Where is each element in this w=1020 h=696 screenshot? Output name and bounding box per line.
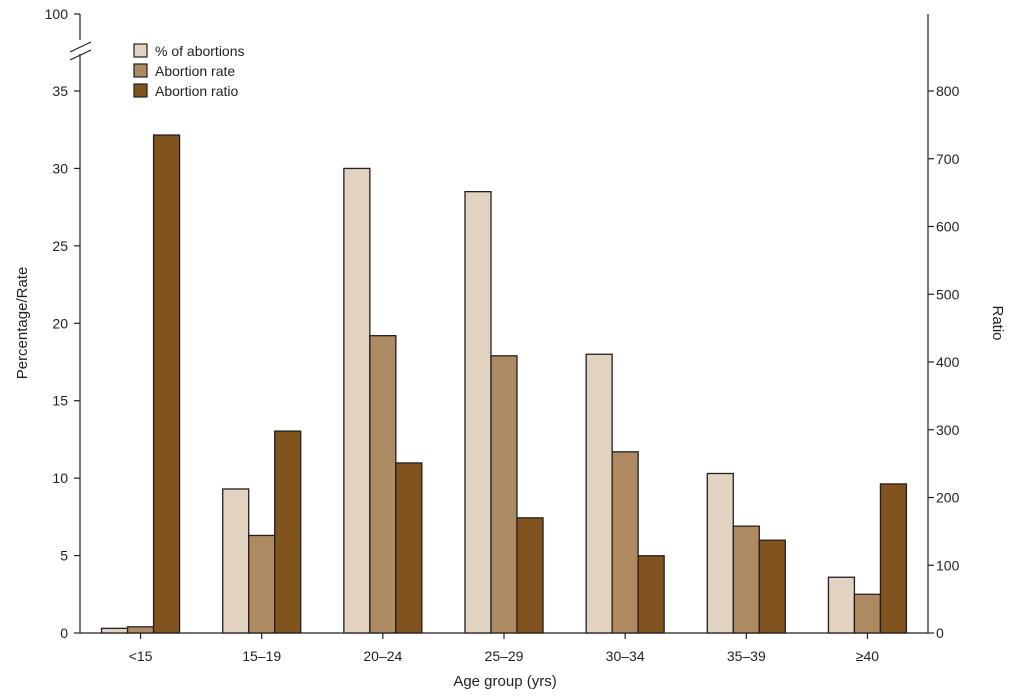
legend-label: % of abortions [155,43,245,59]
bar [152,134,181,634]
bar [516,517,544,634]
bar [732,525,760,634]
y2-tick-label: 800 [936,83,960,99]
y2-tick-label: 700 [936,151,960,167]
bar [222,488,250,634]
y-tick-label: 5 [60,548,68,564]
y2-tick-label: 600 [936,219,960,235]
y-tick-label: 30 [52,160,68,176]
bars [100,134,908,634]
bar [853,593,882,634]
bar [343,167,371,634]
bar-group [706,472,786,634]
legend-swatch [133,43,148,58]
bar [706,472,734,634]
x-tick-label: <15 [129,648,153,664]
legend-label: Abortion ratio [155,83,238,99]
y2-tick-label: 200 [936,490,960,506]
x-tick-label: 35–39 [727,648,766,664]
y2-tick-label: 300 [936,422,960,438]
bar [464,191,492,634]
bar-group [100,134,181,634]
x-axis-title: Age group (yrs) [453,673,556,690]
bar [758,539,786,634]
y2-tick-label: 100 [936,557,960,573]
y-tick-label: 20 [52,315,68,331]
bar [100,627,129,634]
bar [395,462,423,634]
y-tick-label: 35 [52,83,68,99]
bar [585,353,613,634]
y-tick-label: 10 [52,470,68,486]
bar [248,534,276,634]
axis-break-mark [69,49,92,61]
bar [879,483,908,634]
x-tick-label: 15–19 [242,648,281,664]
y2-tick-label: 0 [936,625,944,641]
bar-group [464,191,544,634]
bar [827,576,856,634]
x-tick-label: ≥40 [856,648,879,664]
bar [274,430,302,634]
y2-axis-title: Ratio [989,305,1006,340]
y-axis-title: Percentage/Rate [14,267,31,380]
axis-break-mark [69,41,92,53]
y2-tick-label: 500 [936,286,960,302]
legend-swatch [133,83,148,98]
y-tick-label: 25 [52,238,68,254]
bar [369,335,397,634]
y2-tick-label: 400 [936,354,960,370]
bar [126,626,155,634]
bar [490,355,518,634]
bar-group [827,483,908,634]
x-tick-label: 20–24 [363,648,402,664]
bar [611,451,639,634]
legend-label: Abortion rate [155,63,235,79]
y-tick-label: 15 [52,393,68,409]
bar-group [222,430,302,634]
y-break-tick-label: 100 [45,6,69,22]
legend-swatch [133,63,148,78]
bar-group [585,353,665,634]
legend: % of abortions Abortion rate Abortion rati… [133,43,245,99]
x-tick-label: 25–29 [485,648,524,664]
bar-group [343,167,423,634]
x-tick-label: 30–34 [606,648,645,664]
bar [637,555,665,634]
y-tick-label: 0 [60,625,68,641]
